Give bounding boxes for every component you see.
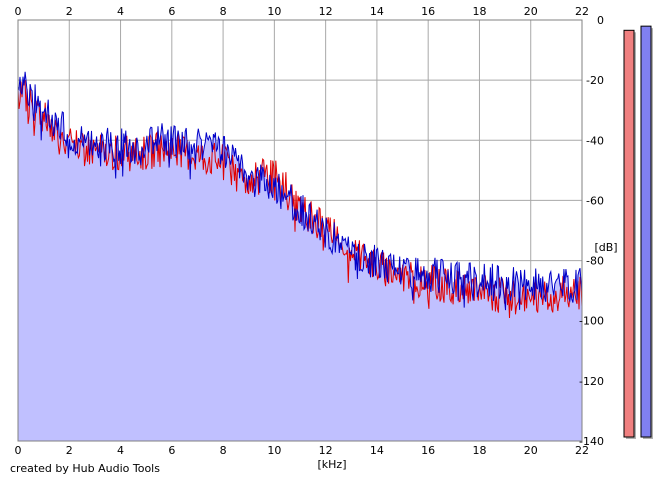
x-tick-bottom-11: 22 bbox=[575, 444, 589, 457]
x-axis-label: [kHz] bbox=[318, 458, 347, 471]
x-tick-top-2: 4 bbox=[117, 5, 124, 18]
x-tick-bottom-5: 10 bbox=[267, 444, 281, 457]
x-tick-labels-top: 0 2 4 6 8 10 12 14 16 18 20 22 bbox=[15, 5, 590, 18]
x-tick-bottom-2: 4 bbox=[117, 444, 124, 457]
y-tick-4: -80 bbox=[586, 255, 604, 268]
x-tick-top-9: 18 bbox=[472, 5, 486, 18]
y-tick-2: -40 bbox=[586, 134, 604, 147]
x-tick-top-7: 14 bbox=[370, 5, 384, 18]
x-tick-top-8: 16 bbox=[421, 5, 435, 18]
credit-text: created by Hub Audio Tools bbox=[10, 462, 160, 475]
y-tick-3: -60 bbox=[586, 194, 604, 207]
x-tick-bottom-4: 8 bbox=[220, 444, 227, 457]
x-tick-labels-bottom: 0 2 4 6 8 10 12 14 16 18 20 22 bbox=[15, 444, 590, 457]
x-tick-bottom-1: 2 bbox=[66, 444, 73, 457]
y-tick-7: -140 bbox=[579, 435, 604, 448]
series-line-0 bbox=[17, 80, 583, 319]
y-axis-label: [dB] bbox=[594, 241, 617, 254]
y-tick-5: -100 bbox=[579, 315, 604, 328]
plot-border bbox=[17, 19, 583, 442]
series-line-1 bbox=[17, 71, 583, 311]
level-meter-1 bbox=[640, 25, 652, 438]
x-tick-top-5: 10 bbox=[267, 5, 281, 18]
x-tick-top-4: 8 bbox=[220, 5, 227, 18]
x-tick-bottom-8: 16 bbox=[421, 444, 435, 457]
x-tick-bottom-6: 12 bbox=[319, 444, 333, 457]
level-meter-0 bbox=[623, 29, 635, 438]
x-tick-bottom-10: 20 bbox=[524, 444, 538, 457]
y-tick-6: -120 bbox=[579, 375, 604, 388]
x-tick-bottom-0: 0 bbox=[15, 444, 22, 457]
x-tick-top-11: 22 bbox=[575, 5, 589, 18]
level-meters bbox=[623, 25, 653, 440]
x-tick-bottom-3: 6 bbox=[168, 444, 175, 457]
series-lines bbox=[17, 71, 583, 319]
x-tick-top-0: 0 bbox=[15, 5, 22, 18]
y-tick-labels: 0 -20 -40 -60 -80 -100 -120 -140 bbox=[579, 14, 604, 448]
y-tick-1: -20 bbox=[586, 74, 604, 87]
x-tick-top-1: 2 bbox=[66, 5, 73, 18]
spectrum-fill-area bbox=[18, 71, 582, 442]
x-tick-top-10: 20 bbox=[524, 5, 538, 18]
x-tick-top-3: 6 bbox=[168, 5, 175, 18]
x-tick-bottom-7: 14 bbox=[370, 444, 384, 457]
y-tick-0: 0 bbox=[597, 14, 604, 27]
x-tick-bottom-9: 18 bbox=[472, 444, 486, 457]
x-tick-top-6: 12 bbox=[319, 5, 333, 18]
